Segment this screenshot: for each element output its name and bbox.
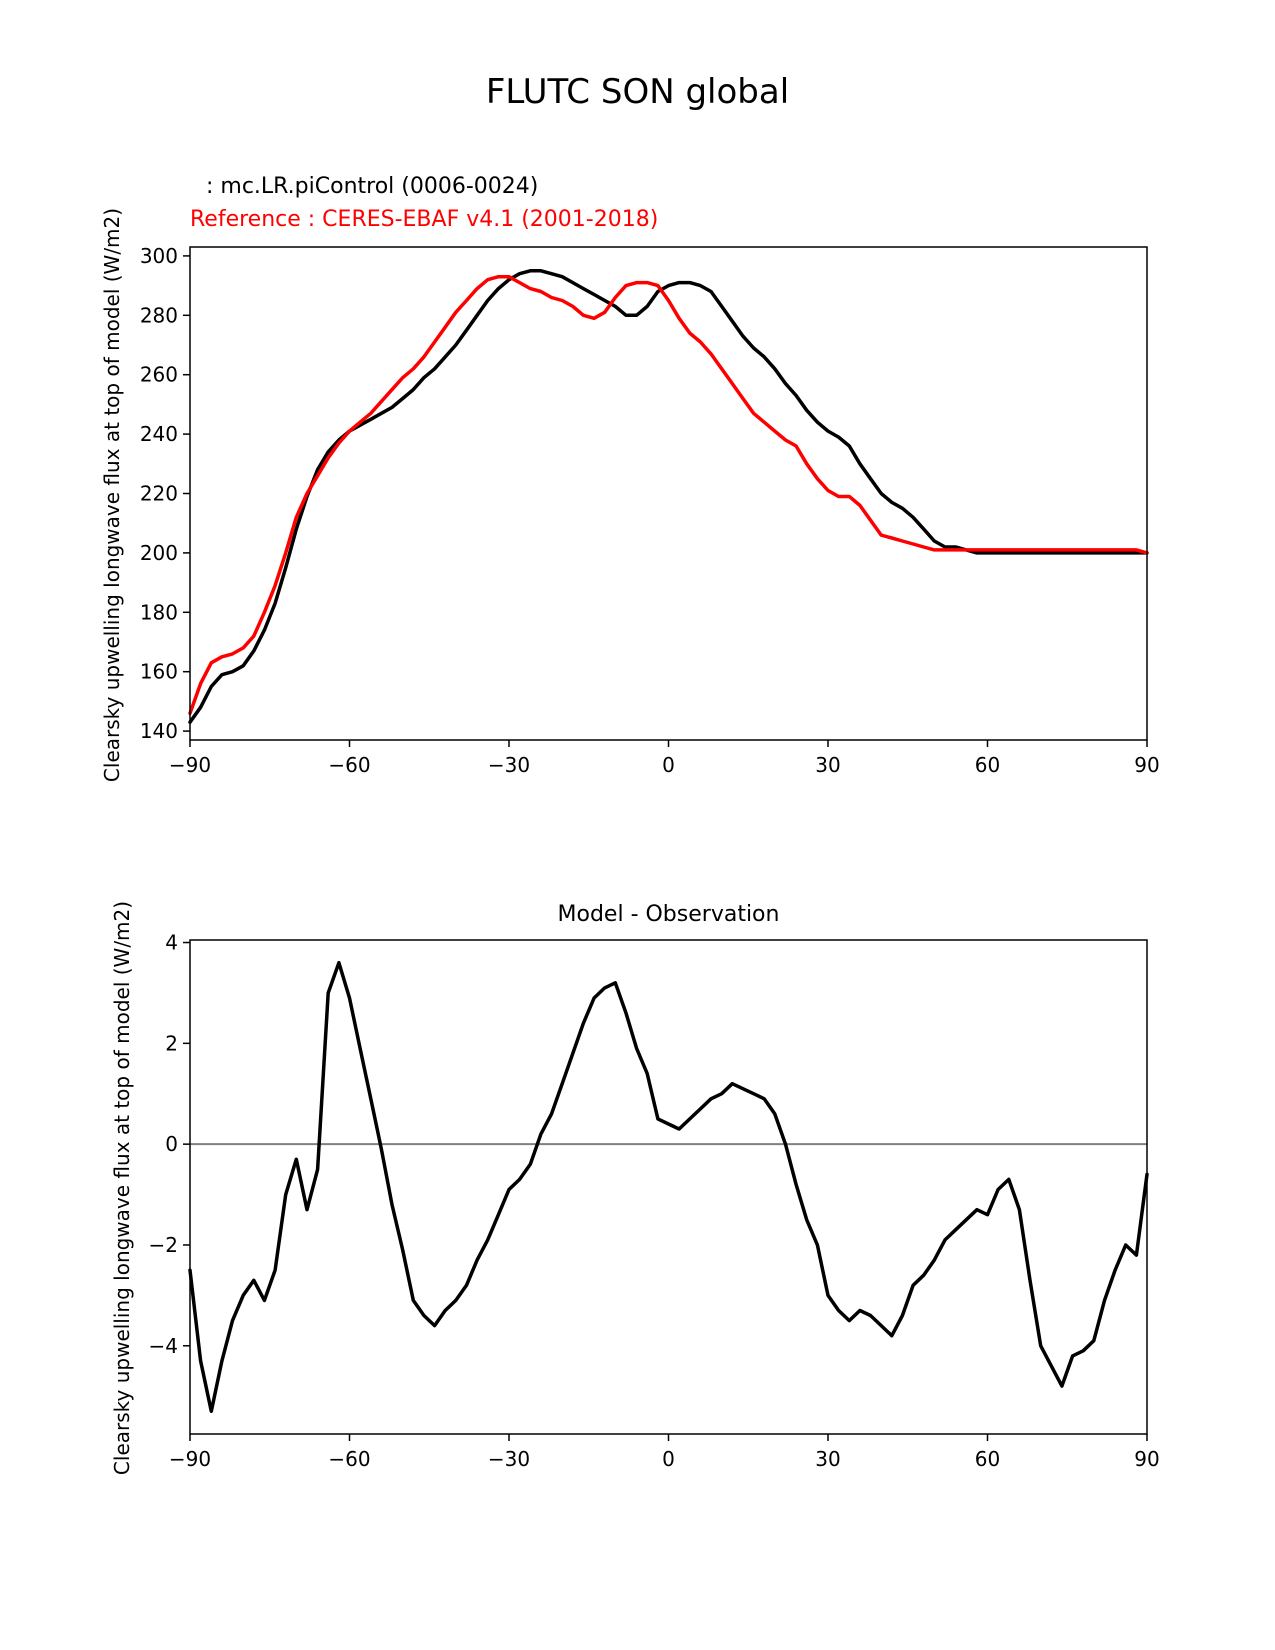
top-xtick-label: 0 [662,753,675,777]
bottom-xtick-label: 0 [662,1447,675,1471]
bottom-xtick-label: 30 [815,1447,840,1471]
top-series-line-1 [188,274,1149,716]
bottom-series-line-0 [188,960,1149,1414]
top-xtick-label: −90 [169,753,211,777]
top-chart-ylabel: Clearsky upwelling longwave flux at top … [100,207,124,783]
legend-reference-label: Reference : CERES-EBAF v4.1 (2001-2018) [190,207,659,232]
bottom-chart-title: Model - Observation [557,902,780,927]
top-ytick-label: 160 [140,660,178,684]
top-ytick-label: 260 [140,363,178,387]
top-xtick-label: 30 [815,753,840,777]
top-ytick-label: 300 [140,244,178,268]
bottom-plot-frame [189,939,1148,1435]
top-plot-frame [189,246,1148,741]
top-xtick-label: 90 [1134,753,1159,777]
bottom-xtick-label: −90 [169,1447,211,1471]
top-ytick-label: 240 [140,422,178,446]
bottom-chart-ylabel: Clearsky upwelling longwave flux at top … [110,900,134,1476]
bottom-ytick-label: −2 [149,1233,178,1257]
bottom-ytick-label: 0 [165,1132,178,1156]
top-ytick-label: 180 [140,600,178,624]
figure-title: FLUTC SON global [485,72,790,112]
top-xtick-label: 60 [975,753,1000,777]
bottom-xtick-label: −30 [488,1447,530,1471]
bottom-ytick-label: 4 [165,931,178,955]
top-ytick-label: 220 [140,482,178,506]
legend-test-label: : mc.LR.piControl (0006-0024) [206,174,539,199]
bottom-xtick-label: 60 [975,1447,1000,1471]
bottom-ytick-label: −4 [149,1334,178,1358]
bottom-xtick-label: −60 [328,1447,370,1471]
top-ytick-label: 280 [140,303,178,327]
bottom-ytick-label: 2 [165,1031,178,1055]
top-series-line-0 [188,269,1149,724]
top-xtick-label: −30 [488,753,530,777]
bottom-xtick-label: 90 [1134,1447,1159,1471]
top-xtick-label: −60 [328,753,370,777]
top-ytick-label: 200 [140,541,178,565]
top-ytick-label: 140 [140,719,178,743]
